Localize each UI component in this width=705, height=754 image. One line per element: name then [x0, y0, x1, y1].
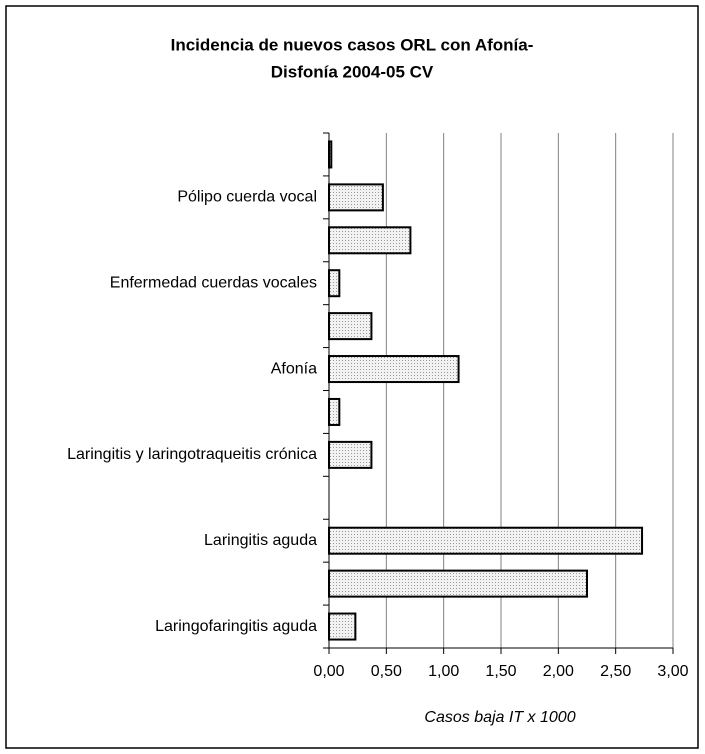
y-tick-label: Laringitis y laringotraqueitis crónica [67, 446, 317, 463]
bar [328, 140, 333, 169]
bar [328, 397, 341, 426]
y-tick-label: Pólipo cuerda vocal [177, 189, 317, 206]
x-tick-label: 2,00 [543, 663, 574, 680]
bar [328, 355, 460, 384]
x-axis-label: Casos baja IT x 1000 [424, 709, 575, 726]
bar [328, 269, 341, 298]
y-tick-label: Laringitis aguda [204, 532, 317, 549]
bar [328, 183, 384, 212]
x-tick-label: 1,50 [485, 663, 516, 680]
x-tick-label: 1,00 [428, 663, 459, 680]
y-tick-label: Laringofaringitis aguda [155, 618, 317, 635]
bar [328, 312, 373, 341]
x-tick-label: 2,50 [600, 663, 631, 680]
bar [328, 612, 357, 641]
x-tick-label: 3,00 [657, 663, 688, 680]
bar [328, 226, 412, 255]
x-tick-label: 0,50 [371, 663, 402, 680]
x-tick-label: 0,00 [313, 663, 344, 680]
y-tick-label: Afonía [271, 360, 317, 377]
chart-title: Incidencia de nuevos casos ORL con Afoní… [171, 35, 534, 54]
chart-title: Disfonía 2004-05 CV [271, 62, 434, 81]
bar [328, 569, 588, 598]
y-tick-label: Enfermedad cuerdas vocales [110, 274, 317, 291]
bar [328, 526, 644, 555]
bar [328, 440, 373, 469]
